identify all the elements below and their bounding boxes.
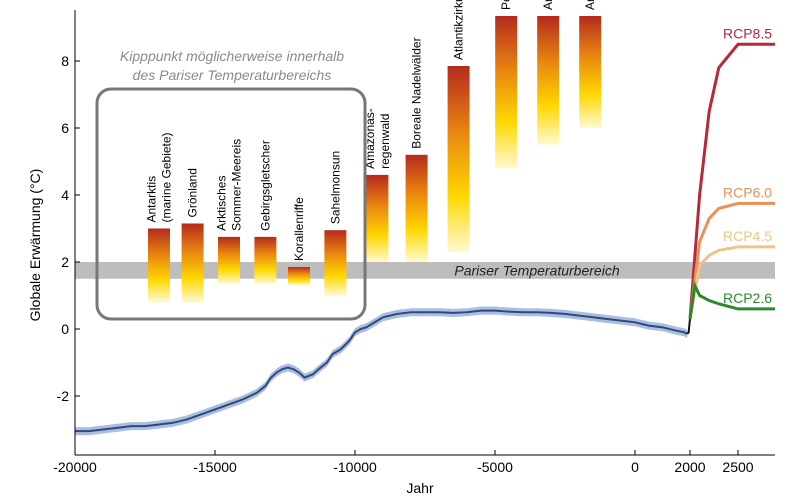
- tipping-label-0-0: Antarktis: [145, 176, 159, 223]
- y-tick-label-4: 6: [61, 120, 69, 136]
- projection-rcp60: [688, 201, 775, 320]
- paris-band: [75, 262, 775, 279]
- y-axis-label: Globale Erwärmung (°C): [27, 169, 43, 322]
- tipping-label-8-0: Atlantikzirkulation: [452, 0, 466, 60]
- x-tick-label-3: -5000: [477, 459, 513, 475]
- tipping-label-4-0: Korallenriffe: [292, 197, 306, 261]
- x-tick-label-5: 2000: [674, 459, 705, 475]
- paris-band-layer: Pariser Temperaturbereich: [75, 262, 775, 279]
- x-tick-label-2: -10000: [333, 459, 377, 475]
- tipping-bar-9: [495, 16, 518, 169]
- tipping-bar-0: [148, 228, 170, 303]
- y-tick-label-0: -2: [57, 388, 70, 404]
- paris-band-label: Pariser Temperaturbereich: [454, 262, 619, 278]
- y-tick-label-2: 2: [61, 254, 69, 270]
- projection-rcp45: [688, 245, 775, 320]
- tipping-bar-1: [181, 223, 204, 303]
- box-caption-line-1: Kipppunkt möglicherweise innerhalb: [120, 48, 344, 64]
- tipping-bar-10: [537, 16, 560, 145]
- y-tick-label-1: 0: [61, 321, 69, 337]
- projection-label-1: RCP6.0: [723, 184, 772, 200]
- x-tick-label-1: -15000: [193, 459, 237, 475]
- tipping-label-2-0: Arktisches: [215, 176, 229, 231]
- tipping-label-0-1: (marine Gebiete): [160, 132, 174, 222]
- box-caption-line-2: des Pariser Temperaturbereichs: [133, 67, 332, 83]
- tipping-bar-5: [324, 230, 347, 296]
- tipping-label-1-0: Grönland: [186, 168, 200, 217]
- series-line-1: [686, 318, 691, 335]
- x-tick-label-4: 0: [631, 459, 639, 475]
- series-layer: RCP8.5 RCP6.0 RCP4.5 RCP2.6: [75, 25, 775, 436]
- x-tick-label-6: 2500: [722, 459, 753, 475]
- tipping-points-layer: Antarktis (marine Gebiete) Grönland Arktisc…: [145, 0, 602, 303]
- tipping-label-10-0: Arktisches Winter-Meereis: [541, 0, 555, 10]
- projection-rcp85: [688, 42, 775, 320]
- y-tick-label-3: 4: [61, 187, 69, 203]
- tipping-label-3-0: Gebirgsgletscher: [258, 140, 272, 231]
- uncertainty-band-0: [75, 306, 688, 436]
- projection-label-2: RCP4.5: [723, 228, 772, 244]
- projection-label-3: RCP2.6: [723, 290, 772, 306]
- axes-layer: -2 0 2 4 6 8 -20000 -15000 -10000 -5000 0 2000 2500: [53, 10, 775, 475]
- tipping-bar-2: [218, 236, 240, 284]
- tipping-bar-8: [447, 66, 470, 252]
- projection-label-0: RCP8.5: [723, 25, 772, 41]
- series-line-0: [75, 309, 688, 433]
- tipping-bar-4: [288, 267, 310, 286]
- tipping-label-11-0: Antarktis (nicht-marin): [583, 0, 597, 10]
- x-tick-label-0: -20000: [53, 459, 97, 475]
- tipping-label-2-1: Sommer-Meereis: [230, 139, 244, 231]
- tipping-bar-11: [579, 16, 602, 128]
- tipping-label-5-0: Sahelmonsun: [328, 151, 342, 224]
- tipping-label-6-1: regenwald: [378, 114, 392, 169]
- paris-box: [95, 87, 367, 321]
- tipping-label-7-0: Boreale Nadelwälder: [410, 37, 424, 148]
- projection-rcp26: [688, 280, 775, 320]
- y-tick-label-5: 8: [61, 53, 69, 69]
- tipping-bar-6: [366, 174, 389, 262]
- tipping-bar-7: [405, 154, 428, 262]
- tipping-bar-3: [254, 236, 277, 284]
- x-axis-label: Jahr: [406, 480, 434, 496]
- tipping-label-9-0: Permafrost: [499, 0, 513, 10]
